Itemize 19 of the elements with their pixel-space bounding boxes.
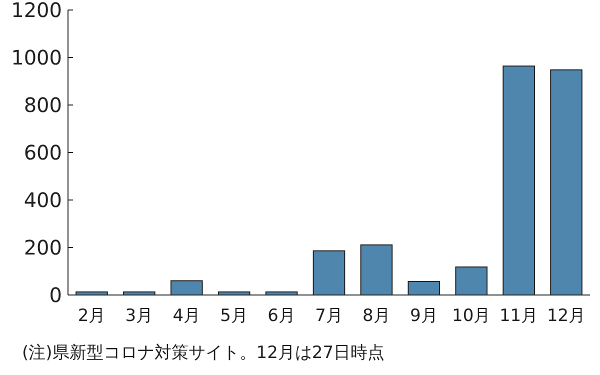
- y-tick-label: 1200: [11, 0, 62, 22]
- x-tick-label: 5月: [220, 306, 248, 326]
- x-tick-label: 6月: [268, 306, 296, 326]
- x-tick-label: 4月: [172, 306, 201, 326]
- x-tick-label: 10月: [452, 306, 491, 326]
- y-tick-label: 200: [24, 236, 62, 260]
- x-tick-label: 12月: [546, 306, 586, 326]
- y-tick-label: 1000: [11, 46, 62, 70]
- x-tick-label: 3月: [125, 306, 154, 326]
- x-tick-label: 2月: [78, 306, 106, 326]
- x-tick-label: 9月: [410, 306, 438, 326]
- y-tick-label: 400: [24, 188, 62, 212]
- y-tick-label: 600: [24, 140, 62, 164]
- x-tick-label: 7月: [315, 306, 343, 326]
- y-tick-label: 0: [49, 283, 62, 307]
- x-tick-label: 11月: [500, 306, 538, 326]
- x-tick-label: 8月: [362, 306, 390, 326]
- text: (注)県新型コロナ対策サイト。12月は27日時点: [22, 343, 385, 363]
- y-tick-label: 800: [24, 93, 62, 117]
